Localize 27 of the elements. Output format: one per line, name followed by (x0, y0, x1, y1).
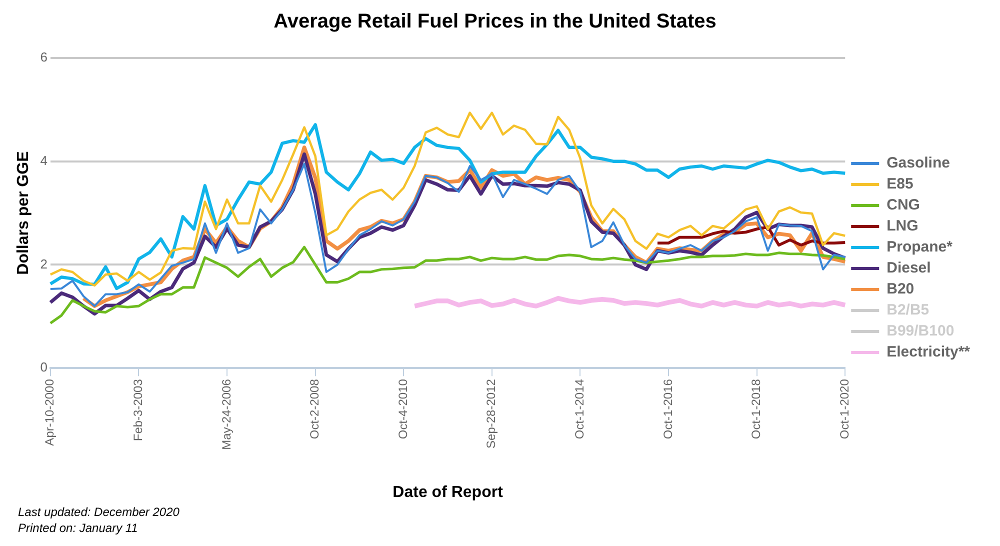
chart-title: Average Retail Fuel Prices in the United States (274, 10, 716, 33)
legend-label: B20 (886, 280, 914, 298)
y-tick-label: 0 (40, 360, 48, 375)
legend-label: E85 (886, 176, 914, 193)
x-tick-label: May-24-2006 (219, 378, 234, 450)
x-tick-label: Oct-1-2018 (749, 378, 764, 440)
x-tick-label: Apr-10-2000 (42, 378, 57, 446)
legend-label: Diesel (886, 260, 931, 277)
y-tick-label: 6 (40, 50, 48, 65)
legend-label: Gasoline (886, 154, 950, 172)
x-tick-label: Oct-1-2016 (660, 378, 675, 440)
text: Printed on: January 11 (18, 520, 139, 536)
x-tick-label: Oct-2-2008 (308, 378, 322, 440)
x-axis-title: Date of Report (392, 484, 504, 501)
legend-label: CNG (886, 196, 920, 214)
x-tick-label: Oct-1-2014 (572, 378, 587, 440)
y-tick-label: 4 (40, 152, 48, 168)
x-tick-label: Oct-4-2010 (396, 378, 410, 440)
y-tick-label: 2 (40, 256, 48, 272)
legend-label: Electricity** (886, 344, 970, 361)
text: Last updated: December 2020 (18, 504, 180, 520)
x-tick-label: Sep-28-2012 (484, 378, 498, 448)
legend-label: LNG (886, 218, 918, 235)
x-tick-label: Oct-1-2020 (837, 378, 852, 440)
y-axis-title: Dollars per GGE (15, 150, 32, 275)
x-tick-label: Feb-3-2003 (131, 378, 146, 442)
legend-label: Propane* (886, 238, 953, 256)
